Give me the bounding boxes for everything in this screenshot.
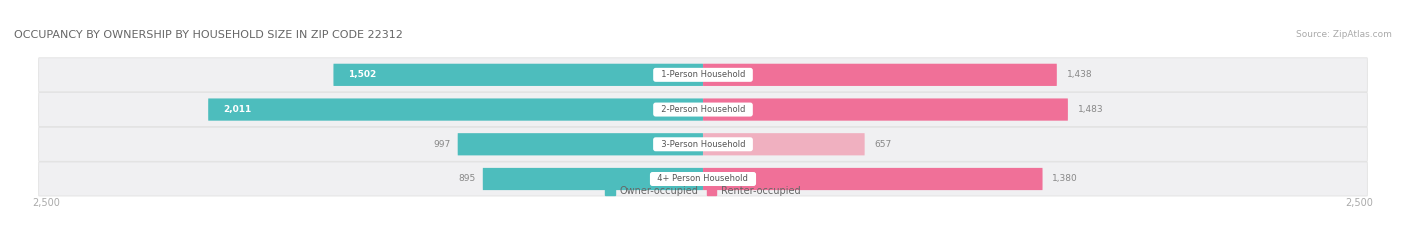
- Text: 657: 657: [875, 140, 891, 149]
- Text: 1,502: 1,502: [349, 70, 377, 79]
- FancyBboxPatch shape: [703, 133, 865, 155]
- FancyBboxPatch shape: [333, 64, 703, 86]
- Text: 3-Person Household: 3-Person Household: [655, 140, 751, 149]
- Text: OCCUPANCY BY OWNERSHIP BY HOUSEHOLD SIZE IN ZIP CODE 22312: OCCUPANCY BY OWNERSHIP BY HOUSEHOLD SIZE…: [14, 30, 404, 40]
- Text: 1,483: 1,483: [1078, 105, 1104, 114]
- Text: 2,500: 2,500: [1346, 198, 1374, 208]
- FancyBboxPatch shape: [38, 162, 1368, 196]
- Text: 1,438: 1,438: [1067, 70, 1092, 79]
- Text: 997: 997: [433, 140, 450, 149]
- Text: 2-Person Household: 2-Person Household: [655, 105, 751, 114]
- FancyBboxPatch shape: [703, 99, 1069, 121]
- FancyBboxPatch shape: [703, 64, 1057, 86]
- Text: 1,380: 1,380: [1052, 175, 1078, 184]
- Text: 4+ Person Household: 4+ Person Household: [652, 175, 754, 184]
- FancyBboxPatch shape: [38, 93, 1368, 127]
- Text: Source: ZipAtlas.com: Source: ZipAtlas.com: [1296, 30, 1392, 39]
- Text: 895: 895: [458, 175, 475, 184]
- Legend: Owner-occupied, Renter-occupied: Owner-occupied, Renter-occupied: [602, 182, 804, 200]
- Text: 1-Person Household: 1-Person Household: [655, 70, 751, 79]
- FancyBboxPatch shape: [482, 168, 703, 190]
- FancyBboxPatch shape: [38, 58, 1368, 92]
- Text: 2,011: 2,011: [224, 105, 252, 114]
- FancyBboxPatch shape: [38, 127, 1368, 161]
- Text: 2,500: 2,500: [32, 198, 60, 208]
- FancyBboxPatch shape: [458, 133, 703, 155]
- FancyBboxPatch shape: [703, 168, 1043, 190]
- FancyBboxPatch shape: [208, 99, 703, 121]
